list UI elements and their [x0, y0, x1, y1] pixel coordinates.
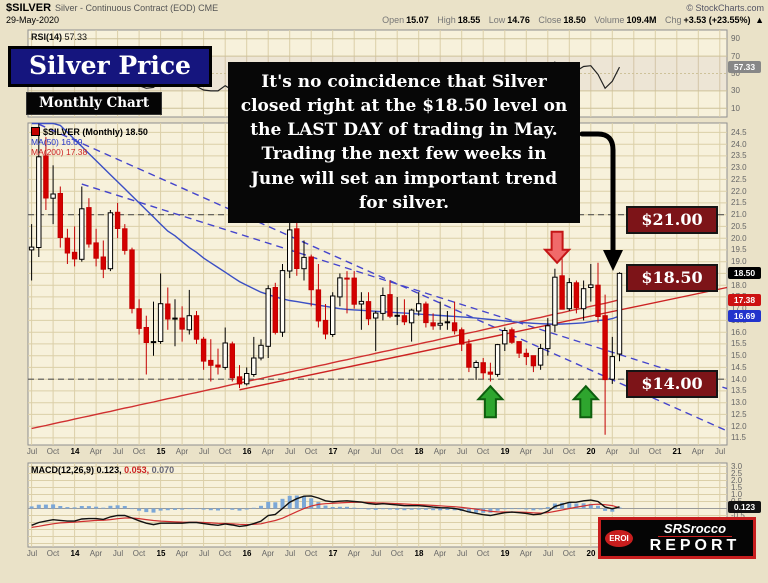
last-price-axis-badge: 18.50: [728, 267, 761, 279]
macd-signal-value: 0.053,: [124, 465, 150, 475]
ticker-description: Silver - Continuous Contract (EOD) CME: [55, 3, 219, 13]
close-label: Close: [538, 15, 562, 25]
chart-legend: $SILVER (Monthly) 18.50 MA(50) 16.69 MA(…: [31, 127, 148, 157]
volume-label: Volume: [594, 15, 625, 25]
quote-strip: Open 15.07 High 18.55 Low 14.76 Close 18.50 …: [376, 15, 764, 25]
up-triangle-icon: ▲: [755, 15, 764, 25]
logo-line1: SRSrocco: [657, 521, 733, 537]
ma200-label: MA(200): [31, 147, 64, 157]
price-level-label-21: $21.00: [626, 206, 718, 234]
price-level-label-14: $14.00: [626, 370, 718, 398]
rsi-indicator-label: RSI(14) 57.33: [31, 32, 87, 42]
volume-value: 109.4M: [626, 15, 657, 25]
legend-series-row: $SILVER (Monthly) 18.50: [31, 127, 148, 137]
chg-value: +3.53 (+23.55%): [683, 15, 751, 25]
chart-date: 29-May-2020: [6, 15, 60, 25]
legend-ma200-row: MA(200) 17.38: [31, 147, 148, 157]
ma200-axis-badge: 17.38: [728, 294, 761, 306]
macd-value: 0.123,: [96, 465, 122, 475]
stockcharts-credit-link[interactable]: © StockCharts.com: [686, 3, 764, 13]
logo-line2: REPORT: [649, 536, 741, 554]
chart-header: $SILVER Silver - Continuous Contract (EO…: [6, 2, 764, 14]
quote-row: 29-May-2020 Open 15.07 High 18.55 Low 14.76…: [6, 15, 764, 25]
ma200-value: 17.38: [65, 147, 88, 157]
candlestick-series-icon: [31, 127, 40, 136]
commentary-annotation: It's no coincidence that Silver closed r…: [228, 62, 580, 223]
srsrocco-report-logo: EROI SRSrocco REPORT: [598, 517, 756, 559]
chg-label: Chg: [664, 15, 682, 25]
high-value: 18.55: [457, 15, 481, 25]
rsi-axis-badge: 57.33: [728, 61, 761, 73]
legend-ma50-row: MA(50) 16.69: [31, 137, 148, 147]
macd-hist-value: 0.070: [151, 465, 175, 475]
close-value: 18.50: [563, 15, 586, 25]
macd-indicator-label: MACD(12,26,9) 0.123, 0.053, 0.070: [31, 465, 174, 475]
high-label: High: [437, 15, 456, 25]
ma50-label: MA(50): [31, 137, 59, 147]
ma50-value: 16.69: [61, 137, 83, 147]
silver-price-title: Silver Price: [8, 46, 212, 87]
low-value: 14.76: [507, 15, 530, 25]
ticker-symbol: $SILVER: [6, 2, 52, 14]
logo-text: SRSrocco REPORT: [637, 521, 753, 555]
macd-axis-badge: 0.123: [728, 501, 761, 513]
legend-series-value: 18.50: [125, 127, 148, 137]
low-label: Low: [488, 15, 506, 25]
monthly-chart-subtitle: Monthly Chart: [26, 92, 163, 115]
ma50-axis-badge: 16.69: [728, 310, 761, 322]
open-value: 15.07: [406, 15, 429, 25]
macd-name: MACD(12,26,9): [31, 465, 95, 475]
open-label: Open: [382, 15, 405, 25]
price-level-label-1850: $18.50: [626, 264, 718, 292]
legend-series-name: $SILVER (Monthly): [43, 127, 123, 137]
eroi-badge: EROI: [605, 529, 633, 547]
rsi-value: 57.33: [64, 32, 88, 42]
rsi-name: RSI(14): [31, 32, 63, 42]
